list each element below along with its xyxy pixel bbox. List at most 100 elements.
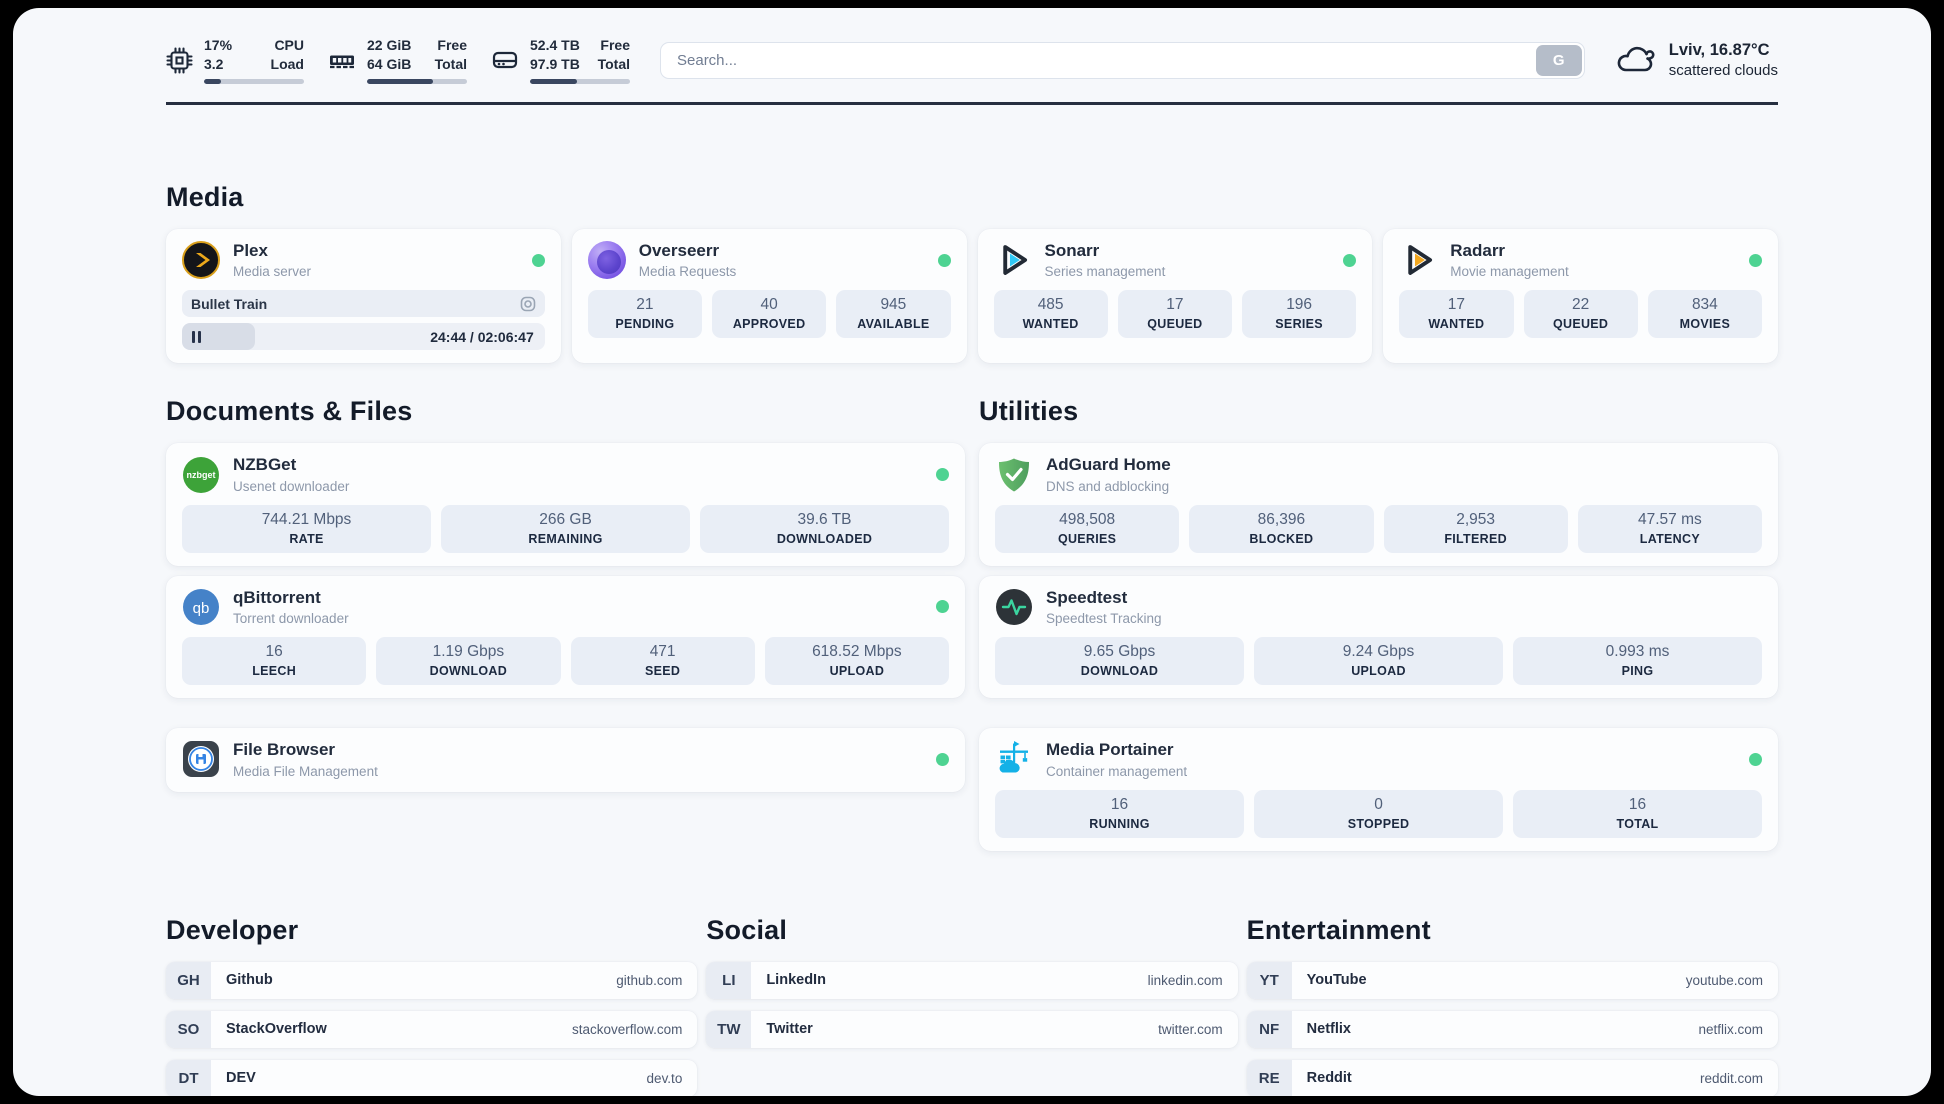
link-reddit[interactable]: RE Reddit reddit.com xyxy=(1246,1059,1778,1096)
app-desc: Usenet downloader xyxy=(233,478,350,494)
memory-free-label: Free xyxy=(437,37,467,54)
link-youtube[interactable]: YT YouTube youtube.com xyxy=(1246,961,1778,999)
now-playing-title: Bullet Train xyxy=(191,295,268,312)
stat-box: 22 QUEUED xyxy=(1523,290,1638,339)
stat-box: 0 STOPPED xyxy=(1254,789,1503,838)
app-card-speedtest[interactable]: Speedtest Speedtest Tracking 9.65 Gbps D… xyxy=(979,575,1778,699)
app-card-qbittorrent[interactable]: qb qBittorrent Torrent downloader 16 LEE… xyxy=(166,575,965,699)
app-desc: Media server xyxy=(233,264,312,280)
stat-box: 834 MOVIES xyxy=(1647,290,1762,339)
app-desc: DNS and adblocking xyxy=(1046,478,1170,494)
link-abbr: NF xyxy=(1246,1010,1292,1048)
dashboard: 17% 3.2 CPU Load xyxy=(13,8,1931,1096)
stat-box: 485 WANTED xyxy=(993,290,1108,339)
status-dot xyxy=(1749,752,1762,766)
app-name: NZBGet xyxy=(233,455,297,475)
section-title-utilities: Utilities xyxy=(979,396,1079,427)
link-abbr: LI xyxy=(706,961,752,999)
speedtest-icon xyxy=(995,588,1033,626)
app-card-filebrowser[interactable]: File Browser Media File Management xyxy=(166,728,965,792)
app-card-portainer[interactable]: Media Portainer Container management 16 … xyxy=(979,728,1778,851)
stat-box: 16 TOTAL xyxy=(1513,789,1762,838)
app-card-nzbget[interactable]: nzbget NZBGet Usenet downloader 744.21 M… xyxy=(166,443,965,566)
status-dot xyxy=(936,600,949,614)
playback-progress-bar[interactable]: 24:44 / 02:06:47 xyxy=(182,323,545,351)
radarr-icon xyxy=(1399,241,1437,279)
cpu-load-label: Load xyxy=(270,56,304,72)
search-input[interactable] xyxy=(660,41,1585,79)
app-card-adguard[interactable]: AdGuard Home DNS and adblocking 498,508 … xyxy=(979,443,1778,566)
disk-total-label: Total xyxy=(597,56,630,72)
search-engine-button[interactable]: G xyxy=(1535,44,1582,76)
stat-box: 17 QUEUED xyxy=(1117,290,1232,339)
app-name: AdGuard Home xyxy=(1046,455,1171,475)
plex-icon xyxy=(182,241,220,280)
memory-usage-bar xyxy=(367,78,467,84)
section-title-social: Social xyxy=(706,914,788,945)
stat-box: 945 AVAILABLE xyxy=(836,290,951,339)
link-twitter[interactable]: TW Twitter twitter.com xyxy=(706,1010,1238,1048)
links-column-developer: Developer GH Github github.com SO StackO… xyxy=(166,915,698,1096)
disk-free-value: 52.4 TB xyxy=(530,37,580,54)
app-desc: Speedtest Tracking xyxy=(1046,611,1162,627)
app-name: Radarr xyxy=(1450,241,1506,260)
app-card-sonarr[interactable]: Sonarr Series management 485 WANTED 17 Q… xyxy=(977,229,1373,364)
app-name: File Browser xyxy=(233,740,336,760)
stat-box: 39.6 TB DOWNLOADED xyxy=(700,504,949,553)
stat-box: 21 PENDING xyxy=(587,290,702,339)
status-dot xyxy=(936,468,949,482)
app-desc: Media Requests xyxy=(638,264,737,280)
link-github[interactable]: GH Github github.com xyxy=(166,961,698,999)
app-name: Speedtest xyxy=(1046,587,1128,607)
app-name: Media Portainer xyxy=(1046,740,1174,760)
stat-box: 196 SERIES xyxy=(1242,290,1357,339)
cpu-usage-bar xyxy=(204,78,304,84)
pause-button[interactable] xyxy=(192,330,202,343)
memory-total-value: 64 GiB xyxy=(367,56,412,72)
app-name: qBittorrent xyxy=(233,587,321,607)
app-desc: Movie management xyxy=(1450,264,1569,280)
sonarr-icon xyxy=(994,241,1032,279)
disk-free-label: Free xyxy=(600,37,630,54)
playback-time: 24:44 / 02:06:47 xyxy=(430,328,534,345)
portainer-icon xyxy=(995,740,1033,778)
stat-box: 16 LEECH xyxy=(182,637,367,686)
app-name: Sonarr xyxy=(1044,241,1100,260)
stat-box: 266 GB REMAINING xyxy=(441,504,690,553)
filebrowser-icon xyxy=(182,740,220,778)
stat-box: 1.19 Gbps DOWNLOAD xyxy=(376,637,561,686)
cpu-percent: 17% xyxy=(204,37,233,54)
status-dot xyxy=(1343,253,1357,267)
memory-icon xyxy=(330,55,354,69)
app-card-plex[interactable]: Plex Media server Bullet Train xyxy=(166,229,561,364)
overseerr-icon xyxy=(587,241,626,280)
stat-box: 2,953 FILTERED xyxy=(1383,504,1568,553)
status-dot xyxy=(531,253,545,267)
weather-location: Lviv, 16.87°C xyxy=(1668,41,1770,59)
stat-box: 9.24 Gbps UPLOAD xyxy=(1254,637,1503,686)
nzbget-icon: nzbget xyxy=(182,456,220,494)
app-desc: Media File Management xyxy=(233,763,378,779)
app-card-overseerr[interactable]: Overseerr Media Requests 21 PENDING 40 A… xyxy=(571,229,967,364)
status-dot xyxy=(1749,253,1762,267)
link-abbr: TW xyxy=(706,1010,752,1048)
cpu-load-value: 3.2 xyxy=(204,56,224,72)
session-screen-icon[interactable] xyxy=(520,296,536,312)
stat-box: 744.21 Mbps RATE xyxy=(182,504,431,553)
disk-icon xyxy=(492,51,518,69)
qbittorrent-icon: qb xyxy=(182,588,220,626)
disk-usage-bar xyxy=(530,78,630,84)
link-netflix[interactable]: NF Netflix netflix.com xyxy=(1246,1010,1778,1048)
cloud-icon xyxy=(1617,46,1655,72)
link-abbr: SO xyxy=(166,1010,211,1048)
stat-box: 47.57 ms LATENCY xyxy=(1577,504,1762,553)
memory-widget: 22 GiB 64 GiB Free Total xyxy=(328,36,467,84)
stat-box: 17 WANTED xyxy=(1399,290,1514,339)
app-card-radarr[interactable]: Radarr Movie management 17 WANTED 22 QUE… xyxy=(1383,229,1778,364)
link-dev[interactable]: DT DEV dev.to xyxy=(166,1059,698,1096)
disk-total-value: 97.9 TB xyxy=(530,56,580,72)
header-divider xyxy=(166,102,1778,105)
link-stackoverflow[interactable]: SO StackOverflow stackoverflow.com xyxy=(166,1010,698,1048)
link-linkedin[interactable]: LI LinkedIn linkedin.com xyxy=(706,961,1238,999)
link-abbr: GH xyxy=(166,961,211,999)
